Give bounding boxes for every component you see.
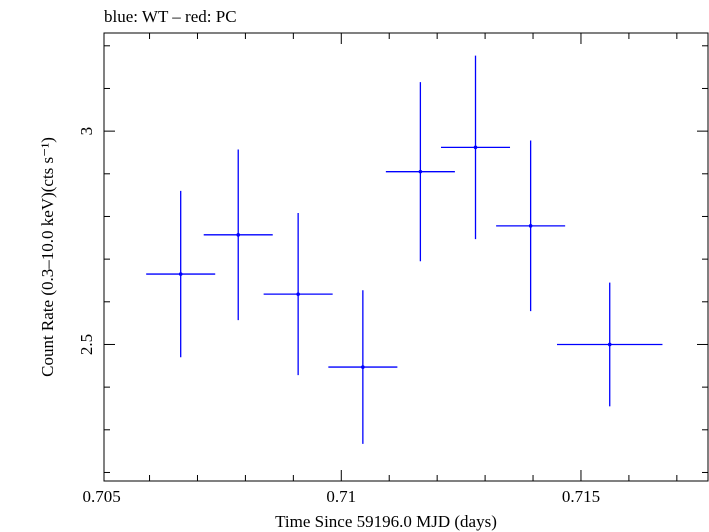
- data-point: [385, 82, 455, 262]
- point-marker: [607, 342, 612, 347]
- data-point: [263, 213, 333, 376]
- point-marker: [361, 365, 365, 369]
- data-point: [440, 55, 511, 240]
- data-point: [557, 282, 663, 407]
- axis-ticks: [104, 33, 708, 481]
- plot-frame: [103, 32, 709, 482]
- data-point: [328, 290, 398, 444]
- data-point: [203, 149, 273, 321]
- x-tick-label: 0.71: [326, 487, 356, 506]
- y-tick-label: 3: [77, 127, 96, 136]
- x-tick-label: 0.705: [82, 487, 120, 506]
- y-axis-label: Count Rate (0.3–10.0 keV)(cts s⁻¹): [38, 137, 57, 377]
- point-marker: [473, 145, 478, 150]
- chart-title: blue: WT – red: PC: [104, 7, 237, 26]
- point-marker: [296, 292, 300, 296]
- point-marker: [236, 233, 241, 237]
- axis-tick-labels: 0.705 0.71 0.715 2.5 3: [77, 127, 600, 506]
- point-marker: [528, 224, 533, 228]
- data-points: [146, 55, 663, 444]
- x-axis-label: Time Since 59196.0 MJD (days): [275, 512, 497, 531]
- x-tick-label: 0.715: [562, 487, 600, 506]
- data-point: [496, 140, 566, 312]
- point-marker: [418, 169, 423, 174]
- data-point: [146, 190, 216, 358]
- y-tick-label: 2.5: [77, 334, 96, 355]
- point-marker: [178, 272, 183, 276]
